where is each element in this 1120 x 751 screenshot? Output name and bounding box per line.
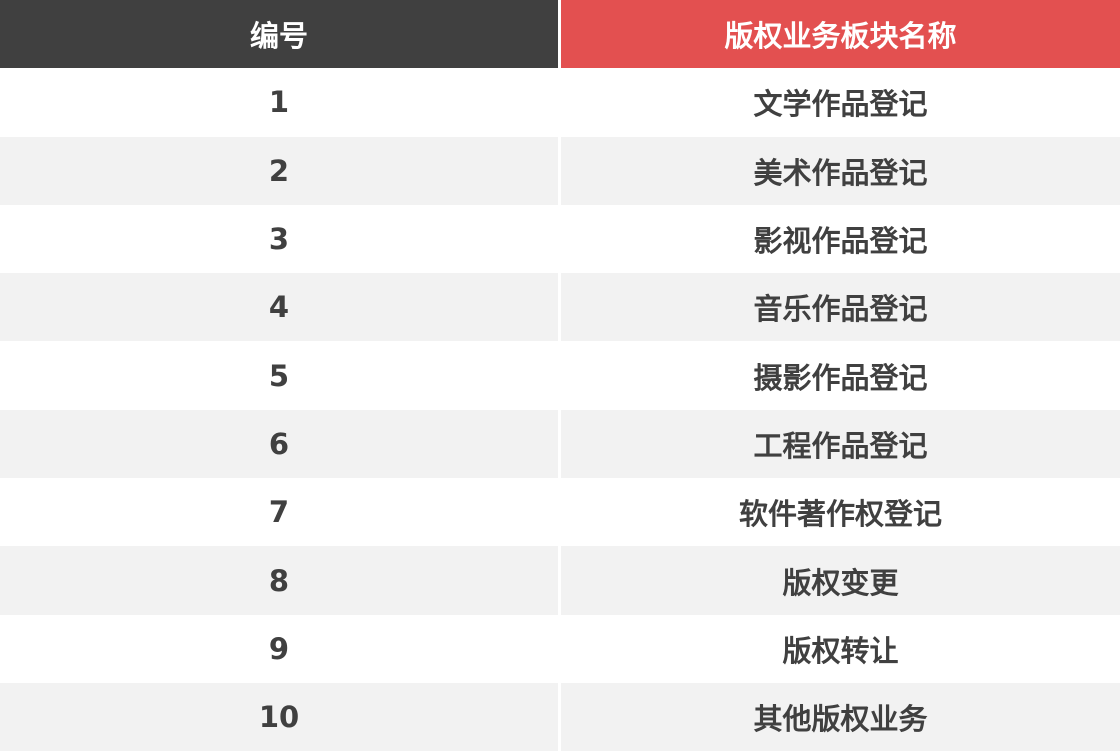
- column-divider: [558, 204, 561, 274]
- column-divider: [558, 273, 561, 342]
- cell-text: 工程作品登记: [753, 428, 928, 463]
- column-divider: [558, 614, 561, 683]
- table-row: 5 摄影作品登记: [0, 341, 1120, 410]
- table-row: 9 版权转让: [0, 614, 1120, 683]
- cell-text: 版权转让: [782, 633, 899, 668]
- cell-text: 10: [258, 700, 300, 735]
- cell-number: 7: [0, 478, 558, 546]
- table-row: 4 音乐作品登记: [0, 273, 1120, 342]
- header-label: 编号: [249, 19, 308, 54]
- table-row: 3 影视作品登记: [0, 204, 1120, 274]
- table-row: 6 工程作品登记: [0, 409, 1120, 479]
- cell-name: 文学作品登记: [561, 68, 1120, 136]
- table-row: 8 版权变更: [0, 546, 1120, 615]
- cell-number: 6: [0, 409, 558, 479]
- cell-text: 版权变更: [782, 565, 899, 600]
- cell-name: 工程作品登记: [561, 409, 1120, 479]
- cell-number: 2: [0, 136, 558, 205]
- cell-text: 6: [268, 426, 290, 461]
- cell-name: 美术作品登记: [561, 136, 1120, 205]
- cell-text: 音乐作品登记: [753, 292, 928, 327]
- table-row: 1 文学作品登记: [0, 68, 1120, 137]
- table-row: 10 其他版权业务: [0, 682, 1120, 751]
- column-divider: [558, 546, 561, 615]
- cell-name: 软件著作权登记: [561, 478, 1120, 546]
- cell-number: 5: [0, 341, 558, 409]
- cell-text: 其他版权业务: [753, 702, 928, 737]
- column-divider: [558, 341, 561, 410]
- cell-text: 美术作品登记: [753, 155, 928, 190]
- column-divider: [558, 68, 561, 137]
- cell-text: 摄影作品登记: [753, 360, 928, 395]
- cell-text: 9: [268, 631, 290, 666]
- column-divider: [558, 682, 561, 751]
- cell-name: 其他版权业务: [561, 682, 1120, 751]
- header-label: 版权业务板块名称: [724, 19, 957, 54]
- cell-number: 9: [0, 615, 558, 683]
- cell-name: 音乐作品登记: [561, 273, 1120, 342]
- header-cell-number: 编号: [0, 0, 558, 69]
- header-cell-name: 版权业务板块名称: [561, 0, 1120, 69]
- cell-text: 软件著作权登记: [738, 497, 942, 532]
- cell-name: 摄影作品登记: [561, 341, 1120, 409]
- cell-text: 7: [268, 495, 290, 530]
- cell-text: 文学作品登记: [753, 87, 928, 122]
- cell-name: 版权转让: [561, 615, 1120, 683]
- cell-number: 1: [0, 68, 558, 136]
- cell-text: 5: [268, 358, 290, 393]
- cell-text: 4: [268, 290, 290, 325]
- cell-name: 影视作品登记: [561, 205, 1120, 273]
- column-divider: [558, 409, 561, 479]
- cell-number: 8: [0, 546, 558, 615]
- cell-text: 3: [268, 222, 290, 257]
- cell-text: 影视作品登记: [753, 224, 928, 259]
- cell-name: 版权变更: [561, 546, 1120, 615]
- column-divider: [558, 0, 561, 69]
- cell-text: 2: [268, 153, 290, 188]
- column-divider: [558, 136, 561, 205]
- cell-number: 4: [0, 273, 558, 342]
- table-header-row: 编号 版权业务板块名称: [0, 0, 1120, 69]
- table-row: 2 美术作品登记: [0, 136, 1120, 205]
- cell-text: 1: [268, 85, 290, 120]
- cell-number: 3: [0, 205, 558, 273]
- column-divider: [558, 478, 561, 547]
- cell-number: 10: [0, 682, 558, 751]
- table-row: 7 软件著作权登记: [0, 478, 1120, 547]
- cell-text: 8: [268, 563, 290, 598]
